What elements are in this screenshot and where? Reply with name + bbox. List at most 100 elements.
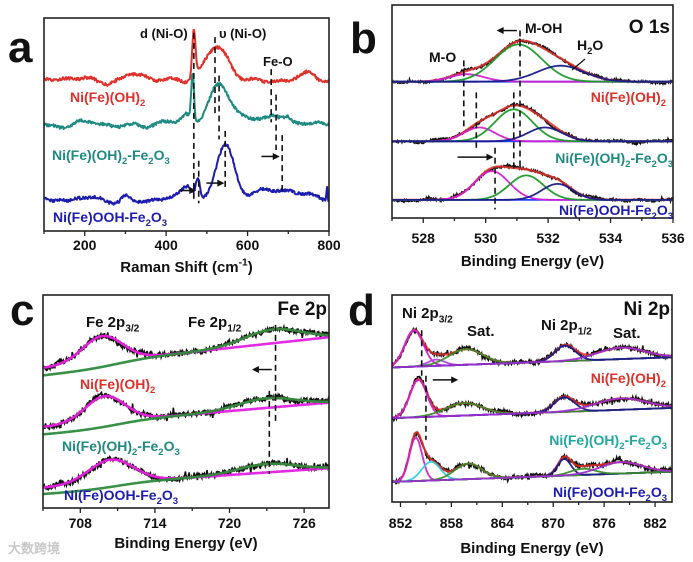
arrow-head-icon xyxy=(486,153,494,161)
fit-component-line xyxy=(392,183,673,201)
series-label-part: 2 xyxy=(652,211,657,222)
series-label-part: O xyxy=(164,438,175,454)
peak-annotation: Ni 2p1/2 xyxy=(541,317,592,338)
series-label-part: 2 xyxy=(661,379,666,390)
peak-annotation-part: Ni 2p xyxy=(541,317,578,334)
series-label: Ni(Fe)(OH)2-Fe2O3 xyxy=(549,432,667,452)
peak-annotation-part: 1/2 xyxy=(227,324,241,335)
plot-frame xyxy=(391,4,674,219)
x-tick-label: 720 xyxy=(218,515,242,531)
panel-a: 200 400 600 800 Raman Shift (cm-1) a d (Ni-O) υ… xyxy=(8,17,341,276)
series-label: Ni(Fe)(OH)2-Fe2O3 xyxy=(52,147,170,167)
series-label-part: Ni(Fe)(OH) xyxy=(591,370,661,386)
x-axis-title-part: ) xyxy=(248,259,253,276)
peak-annotation-part: 3/2 xyxy=(125,324,139,335)
x-axis-title-part: Binding Energy (eV) xyxy=(461,253,604,270)
peak-annotation-part: d (Ni-O) xyxy=(140,26,188,41)
series-1 xyxy=(392,101,673,147)
series-2 xyxy=(392,431,672,485)
series-label-part: -Fe xyxy=(127,147,148,163)
series-0 xyxy=(44,29,329,87)
plot-area xyxy=(43,323,329,496)
x-axis-title: Binding Energy (eV) xyxy=(460,540,603,557)
series-label-part: Ni(Fe)(OH) xyxy=(549,432,619,448)
x-tick-label: 858 xyxy=(440,515,464,531)
series-label-part: 2 xyxy=(661,98,666,109)
peak-annotation: d (Ni-O) xyxy=(140,26,188,41)
fit-component-line xyxy=(392,64,673,83)
series-label-part: 2 xyxy=(150,385,155,396)
series-label-part: Ni(Fe)(OH) xyxy=(52,147,122,163)
annotation-pointer-line xyxy=(571,58,586,71)
series-label-part: 2 xyxy=(140,98,145,109)
peak-annotation: H2O xyxy=(577,37,603,57)
series-label-part: 3 xyxy=(164,156,169,167)
series-1 xyxy=(43,390,329,436)
series-label-part: O xyxy=(657,202,668,218)
peak-annotation: Sat. xyxy=(613,325,641,342)
series-label-part: 2 xyxy=(646,493,651,504)
series-label: Ni(Fe)OOH-Fe2O3 xyxy=(64,487,178,507)
shift-arrow xyxy=(206,179,225,187)
series-label-part: Ni(Fe)(OH) xyxy=(555,150,625,166)
series-label-part: Ni(Fe)(OH) xyxy=(70,89,140,105)
series-1 xyxy=(44,73,329,131)
series-0 xyxy=(43,323,329,377)
series-label-part: -Fe xyxy=(625,432,646,448)
series-label-part: 2 xyxy=(652,159,657,170)
raw-data-line xyxy=(43,323,329,372)
series-0 xyxy=(392,38,673,86)
x-tick-label: 536 xyxy=(661,230,685,246)
peak-annotation-part: Fe 2p xyxy=(188,314,227,331)
arrow-head-icon xyxy=(451,376,459,384)
x-tick-label: 800 xyxy=(317,237,341,253)
panel-letter: b xyxy=(350,14,377,63)
peak-annotation-part: 3/2 xyxy=(439,315,453,326)
series-label-part: O xyxy=(651,432,662,448)
x-tick-label: 864 xyxy=(491,515,515,531)
series-label-part: Ni(Fe)OOH-Fe xyxy=(559,202,652,218)
peak-annotation-part: Sat. xyxy=(467,323,495,340)
shift-arrow xyxy=(457,153,494,161)
peak-annotation-part: Fe 2p xyxy=(86,314,125,331)
series-label: Ni(Fe)(OH)2-Fe2O3 xyxy=(62,438,180,458)
x-axis-title-part: Binding Energy (eV) xyxy=(114,535,257,552)
arrow-head-icon xyxy=(217,179,225,187)
x-tick-label: 870 xyxy=(542,515,566,531)
peak-annotation: Sat. xyxy=(467,323,495,340)
series-label-part: Ni(Fe)(OH) xyxy=(591,89,661,105)
peak-annotation-part: Ni 2p xyxy=(402,305,439,322)
x-axis-title: Binding Energy (eV) xyxy=(461,253,604,270)
x-axis-title: Raman Shift (cm-1) xyxy=(120,258,252,276)
peak-annotation-part: Sat. xyxy=(613,325,641,342)
panel-letter: a xyxy=(8,23,33,72)
fit-component-line xyxy=(43,462,329,496)
x-tick-label: 600 xyxy=(236,237,260,253)
panel-title: Ni 2p xyxy=(624,299,670,320)
series-label-part: Ni(Fe)OOH-Fe xyxy=(53,209,146,225)
x-axis-title-part: Raman Shift (cm xyxy=(120,259,238,276)
peak-annotation: υ (Ni-O) xyxy=(219,26,266,41)
series-label-part: Ni(Fe)(OH) xyxy=(62,438,132,454)
x-tick-label: 714 xyxy=(143,515,167,531)
arrow-head-icon xyxy=(189,187,197,195)
arrow-head-icon xyxy=(272,152,280,160)
series-label-part: 2 xyxy=(122,156,127,167)
peak-annotation: M-OH xyxy=(525,20,562,36)
peak-annotation: M-O xyxy=(429,49,456,65)
series-label: Ni(Fe)OOH-Fe2O3 xyxy=(53,209,167,229)
plot-area xyxy=(392,38,673,205)
fit-component-line xyxy=(392,108,673,143)
series-label-part: Ni(Fe)OOH-Fe xyxy=(64,487,157,503)
series-label-part: 3 xyxy=(668,211,673,222)
peak-annotation: Fe 2p1/2 xyxy=(188,314,242,335)
watermark-text: 大数跨境 xyxy=(8,541,60,556)
peak-annotation-part: υ (Ni-O) xyxy=(219,26,266,41)
plot-frame xyxy=(391,294,673,503)
series-label-part: O xyxy=(657,150,668,166)
series-label-part: -Fe xyxy=(631,150,652,166)
series-label: Ni(Fe)(OH)2 xyxy=(591,370,666,390)
panel-letter: d xyxy=(348,286,375,335)
series-label-part: 3 xyxy=(173,496,178,507)
